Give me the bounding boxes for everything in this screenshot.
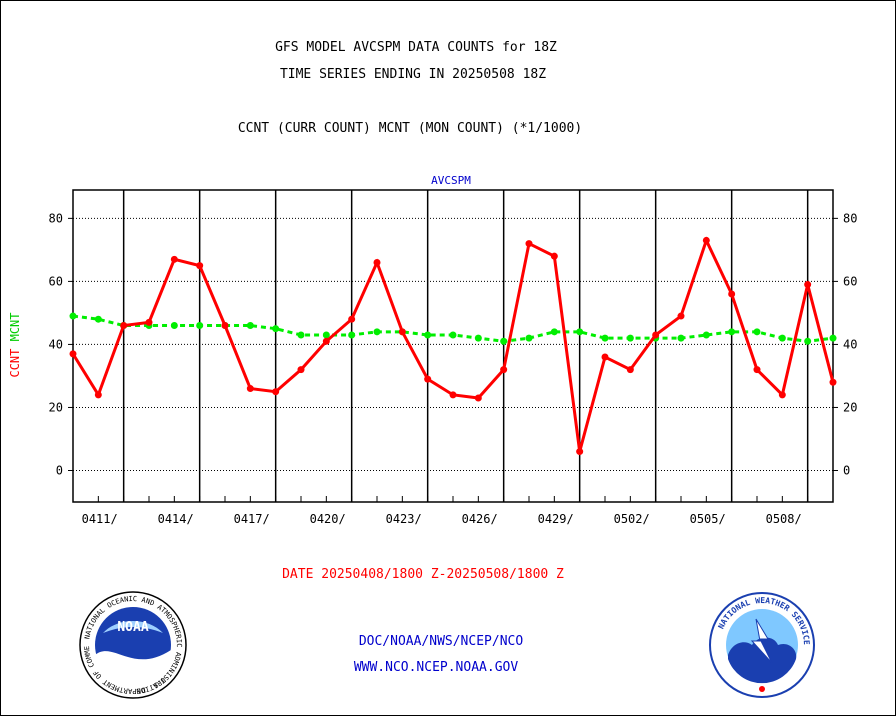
- noaa-logo-word: NOAA: [117, 620, 148, 635]
- x-tick-label: 0426/: [462, 512, 498, 526]
- series-mcnt: [69, 312, 837, 345]
- mcnt-point: [449, 331, 457, 339]
- x-tick-label: 0420/: [310, 512, 346, 526]
- mcnt-point: [348, 331, 356, 339]
- mcnt-point: [474, 334, 482, 342]
- ccnt-point: [120, 322, 128, 330]
- plot-axes: 0 0 20 20 40 40 60 60 80 80 0411/0414/0417/0420/04…: [49, 189, 857, 526]
- mcnt-point: [677, 334, 685, 342]
- mcnt-point: [322, 331, 330, 339]
- chart-subtitle: CCNT (CURR COUNT) MCNT (MON COUNT) (*1/1…: [238, 121, 582, 136]
- ccnt-point: [348, 315, 356, 323]
- mcnt-point: [69, 312, 77, 320]
- x-tick-label: 0411/: [82, 512, 118, 526]
- ccnt-point: [145, 318, 153, 326]
- ccnt-point: [525, 240, 533, 248]
- x-tick-label: 0502/: [614, 512, 650, 526]
- x-tick-label: 0508/: [766, 512, 802, 526]
- ccnt-point: [424, 375, 432, 383]
- y-tick-label-right: 80: [843, 211, 857, 225]
- mcnt-point: [728, 328, 736, 336]
- y-tick-label-left: 0: [56, 463, 63, 477]
- mcnt-point: [246, 322, 254, 330]
- noaa-logo: NOAA NATIONAL OCEANIC AND ATMOSPHERIC AD…: [79, 591, 187, 699]
- ccnt-point: [398, 328, 406, 336]
- y-tick-label-right: 40: [843, 337, 857, 351]
- url-line: WWW.NCO.NCEP.NOAA.GOV: [354, 660, 519, 675]
- plot-border: [72, 189, 834, 503]
- ccnt-point: [829, 378, 837, 386]
- y-axis-label: CCNT MCNT: [8, 312, 22, 377]
- ccnt-point: [449, 391, 457, 399]
- mcnt-point: [753, 328, 761, 336]
- ccnt-point: [804, 281, 812, 289]
- x-tick-label: 0505/: [690, 512, 726, 526]
- ccnt-point: [601, 353, 609, 361]
- y-tick-label-right: 0: [843, 463, 850, 477]
- ccnt-point: [170, 255, 178, 263]
- plot-grid: [73, 190, 833, 502]
- mcnt-point: [601, 334, 609, 342]
- mcnt-point: [829, 334, 837, 342]
- series-ccnt: [69, 236, 837, 456]
- mcnt-point: [550, 328, 558, 336]
- y-tick-label-left: 40: [49, 337, 63, 351]
- x-tick-label: 0423/: [386, 512, 422, 526]
- mcnt-point: [373, 328, 381, 336]
- ccnt-point: [221, 322, 229, 330]
- mcnt-point: [626, 334, 634, 342]
- ccnt-point: [550, 252, 558, 260]
- ccnt-point: [652, 331, 660, 339]
- org-line: DOC/NOAA/NWS/NCEP/NCO: [359, 634, 524, 649]
- mcnt-point: [196, 322, 204, 330]
- y-tick-label-left: 60: [49, 274, 63, 288]
- mcnt-point: [576, 328, 584, 336]
- ccnt-point: [94, 391, 102, 399]
- mcnt-point: [525, 334, 533, 342]
- ccnt-point: [272, 388, 280, 396]
- plot-label: AVCSPM: [431, 174, 471, 187]
- ccnt-point: [474, 394, 482, 402]
- x-tick-label: 0429/: [538, 512, 574, 526]
- ccnt-point: [500, 366, 508, 374]
- ccnt-line: [71, 236, 835, 452]
- ccnt-point: [373, 258, 381, 266]
- mcnt-point: [500, 337, 508, 345]
- ccnt-point: [753, 366, 761, 374]
- nws-logo: NATIONAL WEATHER SERVICE: [709, 592, 815, 698]
- y-tick-label-right: 20: [843, 400, 857, 414]
- ccnt-point: [728, 290, 736, 298]
- ccnt-point: [297, 366, 305, 374]
- mcnt-point: [94, 315, 102, 323]
- mcnt-point: [297, 331, 305, 339]
- x-tick-label: 0417/: [234, 512, 270, 526]
- ccnt-point: [322, 337, 330, 345]
- ccnt-point: [626, 366, 634, 374]
- ccnt-point: [677, 312, 685, 320]
- mcnt-point: [702, 331, 710, 339]
- x-tick-label: 0414/: [158, 512, 194, 526]
- mcnt-point: [804, 337, 812, 345]
- y-tick-label-right: 60: [843, 274, 857, 288]
- chart-title-line1: GFS MODEL AVCSPM DATA COUNTS for 18Z: [275, 40, 557, 55]
- ccnt-point: [69, 350, 77, 358]
- ccnt-point: [576, 448, 584, 456]
- mcnt-point: [778, 334, 786, 342]
- mcnt-point: [424, 331, 432, 339]
- ccnt-point: [778, 391, 786, 399]
- mcnt-point: [170, 322, 178, 330]
- ccnt-point: [246, 385, 254, 393]
- y-tick-label-left: 20: [49, 400, 63, 414]
- ccnt-point: [702, 236, 710, 244]
- mcnt-point: [272, 325, 280, 333]
- y-tick-label-left: 80: [49, 211, 63, 225]
- date-range: DATE 20250408/1800 Z-20250508/1800 Z: [282, 567, 564, 582]
- ccnt-point: [196, 262, 204, 270]
- chart-title-line2: TIME SERIES ENDING IN 20250508 18Z: [280, 67, 546, 82]
- y-axis-label-ccnt: CCNT: [8, 349, 22, 378]
- y-axis-label-mcnt: MCNT: [8, 312, 22, 341]
- svg-text:CCNT MCNT: CCNT MCNT: [8, 312, 22, 377]
